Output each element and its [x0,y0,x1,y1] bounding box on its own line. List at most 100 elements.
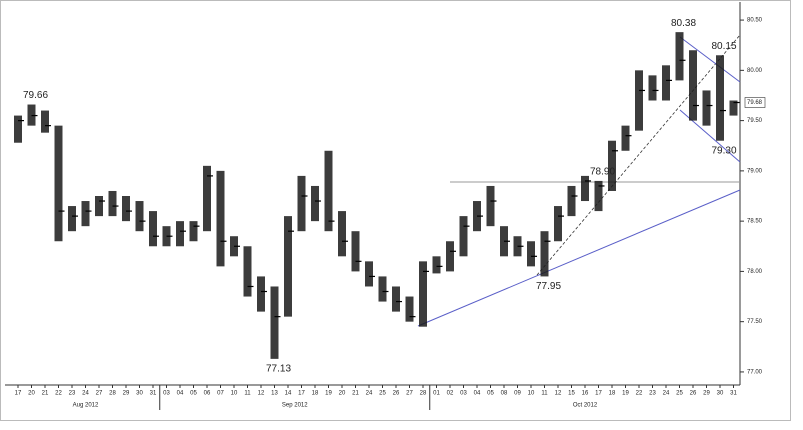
price-range [203,165,211,232]
x-tick-label: 27 [406,391,413,397]
price-range [540,231,549,277]
x-tick-label: 12 [555,391,562,397]
price-range [270,286,279,359]
x-tick-label: 30 [717,391,724,397]
y-tick-label: 80.00 [747,68,763,74]
price-range [581,175,589,202]
price-range [621,125,630,151]
x-tick-label: 26 [690,391,697,397]
y-tick-label: 77.50 [747,319,763,325]
x-tick-label: 14 [285,391,292,397]
x-tick-label: 26 [393,391,400,397]
x-tick-label: 03 [163,391,170,397]
x-tick-label: 25 [676,391,683,397]
price-range [486,185,495,227]
x-tick-label: 30 [136,391,143,397]
price-range [108,190,117,217]
price-range [351,231,360,272]
price-range [81,201,90,227]
price-range [122,196,130,222]
x-tick-label: 02 [447,391,454,397]
annotation: 77.95 [536,281,561,292]
x-tick-label: 17 [298,391,305,397]
x-tick-label: 13 [271,391,278,397]
x-tick-label: 17 [15,391,22,397]
month-label: Aug 2012 [73,403,99,409]
x-tick-label: 16 [582,391,589,397]
x-tick-label: 12 [258,391,265,397]
price-range [702,90,711,126]
price-range [176,221,184,247]
x-tick-label: 19 [622,391,629,397]
price-range [378,276,387,302]
x-tick-label: 17 [595,391,602,397]
annotation: 79.66 [23,90,48,101]
x-tick-label: 31 [730,391,737,397]
price-range [662,65,670,101]
x-tick-label: 28 [420,391,427,397]
x-tick-label: 18 [312,391,319,397]
x-tick-label: 18 [609,391,616,397]
price-range [54,125,63,242]
x-tick-label: 24 [366,391,373,397]
y-tick-label: 80.50 [747,18,763,24]
last-price-box [744,97,766,108]
x-tick-label: 15 [568,391,575,397]
x-tick-label: 10 [231,391,238,397]
price-range [311,185,319,222]
price-range [95,196,103,217]
annotation: 80.38 [671,18,696,29]
x-tick-label: 27 [96,391,103,397]
price-range [716,55,724,141]
y-tick-label: 78.00 [747,269,763,275]
price-range [432,256,441,274]
price-range [675,32,684,81]
x-tick-label: 05 [190,391,197,397]
annotation: 78.90 [590,167,615,178]
price-range [243,246,252,297]
price-range [41,110,49,133]
price-range [365,261,373,287]
x-tick-label: 09 [514,391,521,397]
price-range [284,216,292,317]
y-tick-label: 79.00 [747,168,763,174]
x-tick-label: 23 [649,391,656,397]
price-range [594,180,603,212]
price-range [257,276,265,312]
price-range [405,296,414,322]
x-tick-label: 20 [339,391,346,397]
y-tick-label: 78.50 [747,219,763,225]
price-range [297,175,306,232]
x-tick-label: 28 [109,391,116,397]
price-range [608,140,616,191]
x-tick-label: 10 [528,391,535,397]
dashed-trend-line [536,34,741,276]
x-tick-label: 29 [123,391,130,397]
last-price-label: 79.68 [747,100,763,106]
annotation: 80.15 [711,41,736,52]
x-tick-label: 24 [82,391,89,397]
price-range [135,201,144,232]
x-tick-label: 31 [150,391,157,397]
price-range [459,216,468,257]
x-tick-label: 21 [352,391,359,397]
price-range [216,170,225,267]
price-range [446,241,454,272]
y-tick-label: 79.50 [747,118,763,124]
price-range [648,75,657,101]
x-tick-label: 19 [325,391,332,397]
x-tick-label: 25 [379,391,386,397]
price-range [554,206,562,242]
trend-line [417,189,741,327]
x-tick-label: 11 [541,391,548,397]
month-label: Sep 2012 [282,403,308,409]
price-range [419,261,427,327]
price-range [189,221,198,242]
annotation: 77.13 [266,364,291,375]
y-tick-label: 77.00 [747,370,763,376]
x-tick-label: 23 [69,391,76,397]
x-tick-label: 06 [204,391,211,397]
price-range [68,206,76,232]
x-tick-label: 04 [474,391,481,397]
channel-upper [679,36,741,83]
